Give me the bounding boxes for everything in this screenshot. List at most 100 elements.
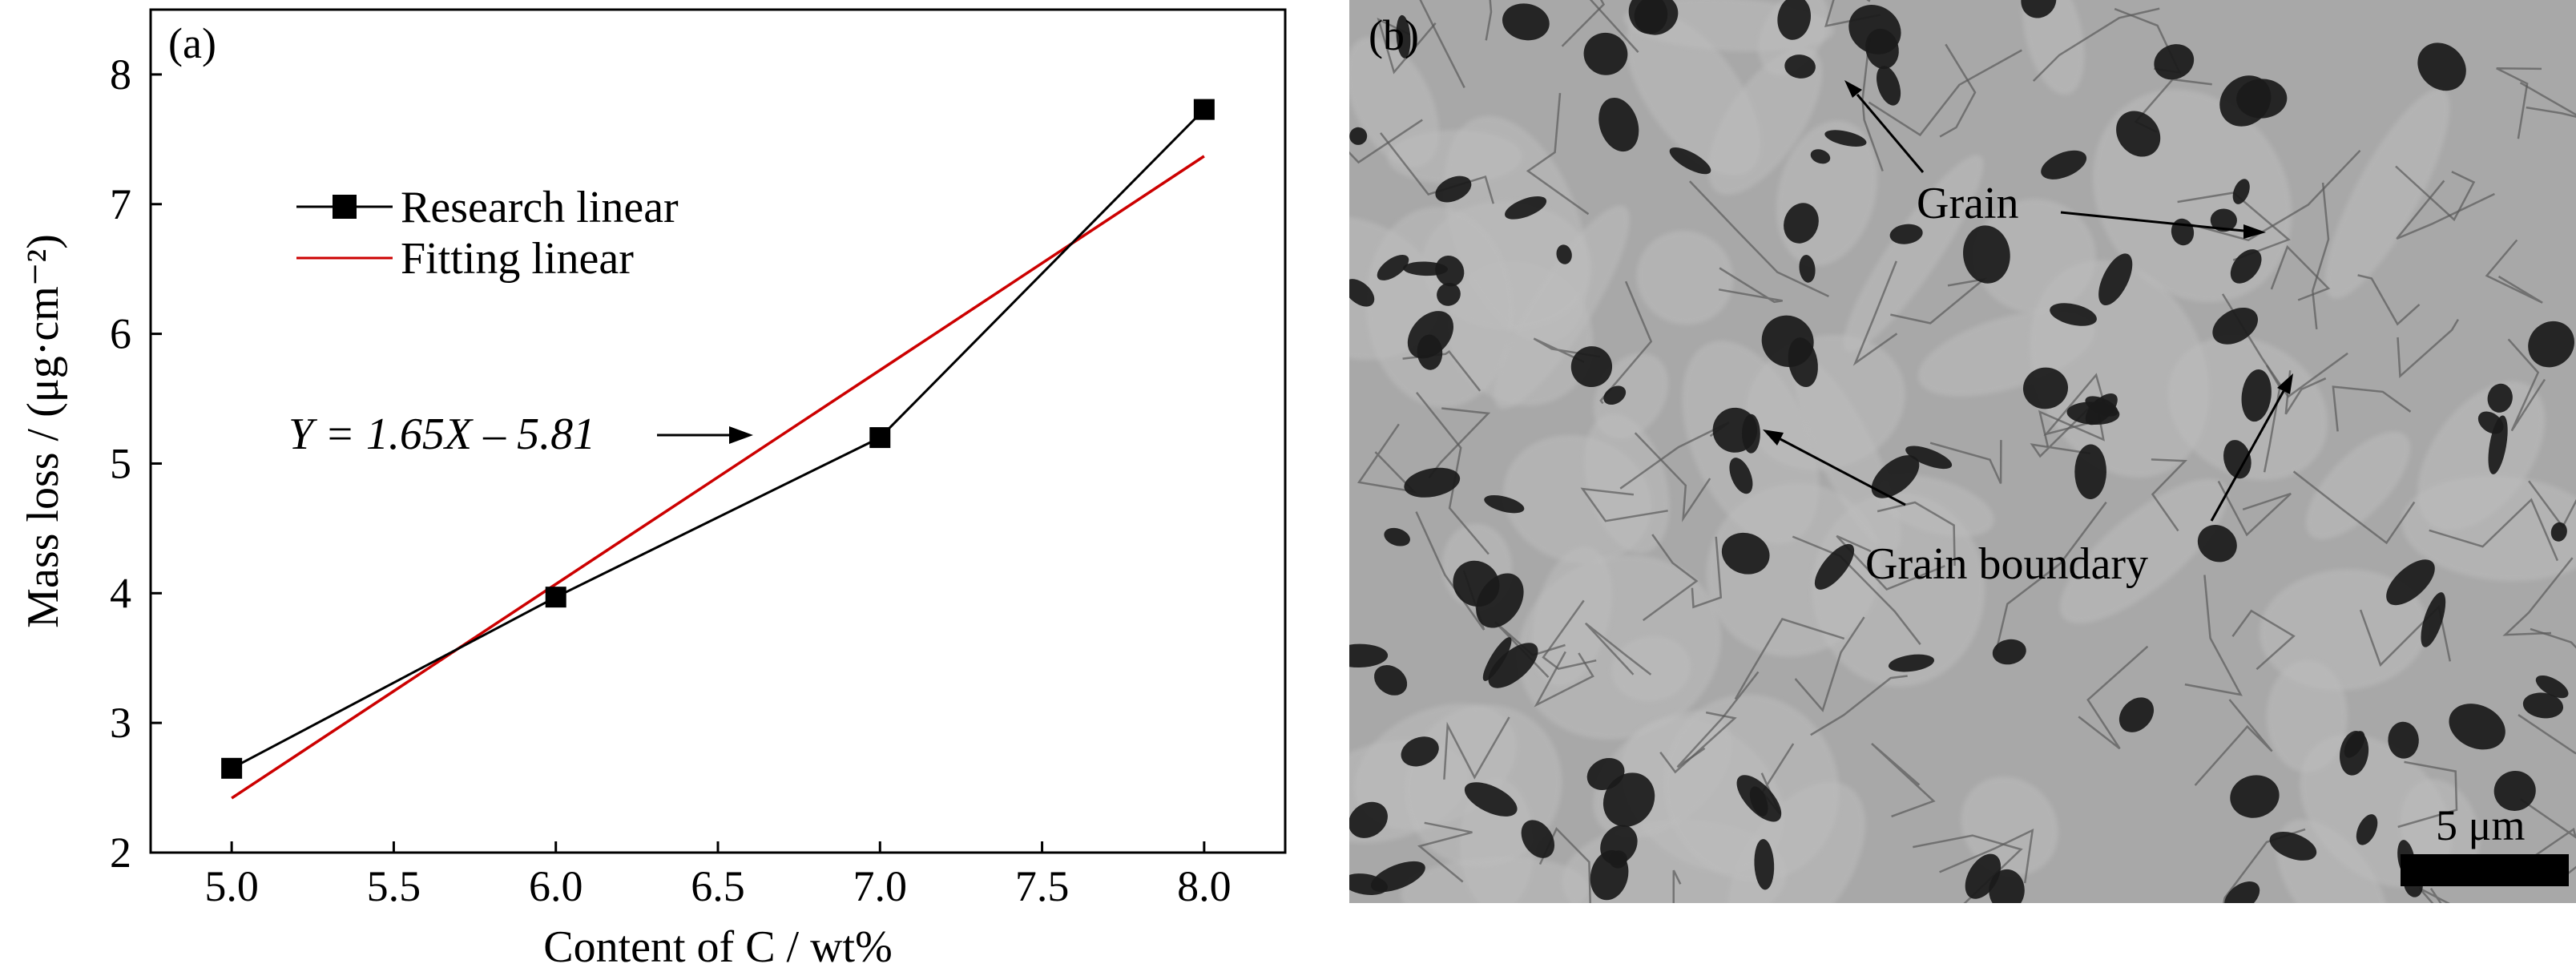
grain-boundary <box>2496 67 2542 139</box>
grain-boundary <box>1533 337 1601 364</box>
grain-arrowhead-2 <box>2243 224 2266 239</box>
pore <box>2386 559 2435 606</box>
grain-boundary <box>1485 0 1493 41</box>
pore <box>2021 0 2057 18</box>
pore <box>2488 415 2508 474</box>
pore <box>1992 639 2026 665</box>
boundary-arrowhead-1 <box>1763 430 1784 446</box>
data-point-research <box>221 757 243 779</box>
pore <box>1404 467 1461 498</box>
grain-boundary <box>1836 534 1945 591</box>
x-tick-label: 5.0 <box>204 862 259 910</box>
y-axis-title: Mass loss / (μg·cm⁻²) <box>18 234 68 628</box>
data-point-research <box>545 587 566 608</box>
grain-boundary <box>2518 714 2576 755</box>
grain-boundary <box>1890 277 1988 325</box>
pore <box>2223 440 2251 479</box>
x-tick-label: 5.5 <box>367 862 421 910</box>
grain-boundary <box>2151 458 2188 532</box>
pore <box>1502 3 1550 41</box>
pore <box>1488 643 1538 688</box>
pore <box>1963 225 2010 284</box>
grain <box>1875 474 1994 537</box>
grain-boundary <box>1861 38 1884 171</box>
grain-boundary <box>1561 0 1606 47</box>
grain-boundary <box>1659 711 1737 774</box>
grain-boundary <box>1939 43 1977 138</box>
pore <box>2232 179 2250 204</box>
pore <box>1484 495 1525 514</box>
pore <box>1749 786 1768 817</box>
grain-boundary <box>1672 869 1682 903</box>
grain-boundary <box>1810 675 1908 736</box>
series-layer <box>221 99 1215 800</box>
grain-boundary <box>2395 165 2476 222</box>
grain-boundary <box>2528 480 2576 529</box>
grain <box>1843 155 1984 353</box>
annotation-grain-boundary: Grain boundary <box>1865 539 2148 589</box>
grain-boundary <box>2397 760 2458 829</box>
pore <box>1521 820 1555 858</box>
pore <box>1435 175 1472 203</box>
grain-boundary <box>1357 423 1417 494</box>
boundary-arrow-2 <box>2210 390 2285 522</box>
grain-boundary <box>1792 535 1921 645</box>
pore <box>1464 782 1518 817</box>
fit-equation-arrowhead <box>729 426 753 444</box>
pore <box>1482 637 1512 681</box>
pore <box>1754 839 1775 890</box>
micrograph-texture <box>1349 0 2576 903</box>
pore <box>1602 772 1655 827</box>
pore <box>1505 196 1547 220</box>
grain-boundary <box>2502 557 2574 636</box>
grain-boundary <box>2032 7 2160 82</box>
grain-boundary <box>1580 487 1668 522</box>
series-line-fitting <box>231 155 1205 800</box>
x-tick-label: 8.0 <box>1177 862 1232 910</box>
grain-boundary <box>2231 609 2296 671</box>
fit-equation-text: Y = 1.65X – 5.81 <box>288 409 595 459</box>
pore <box>2230 775 2280 818</box>
data-point-research <box>869 427 891 449</box>
x-tick-label: 6.0 <box>529 862 583 910</box>
y-tick-label: 6 <box>110 310 131 358</box>
pore <box>1603 385 1627 405</box>
grain-boundary <box>2512 798 2576 872</box>
pore <box>2487 383 2513 413</box>
grain-boundary <box>1417 821 1473 883</box>
grain <box>2060 478 2228 623</box>
pore <box>2493 771 2536 811</box>
grain-boundary <box>2194 699 2273 786</box>
pore <box>2074 444 2106 499</box>
pore <box>1905 446 1953 470</box>
grain <box>1611 636 1691 702</box>
grain <box>2305 431 2411 539</box>
pore <box>1877 66 1901 106</box>
series-line-research <box>231 108 1205 770</box>
grain-boundary <box>2184 575 2243 696</box>
pore <box>1396 14 1411 58</box>
pore <box>1777 0 1811 40</box>
pore <box>2550 522 2567 542</box>
pore <box>1583 32 1628 75</box>
pore <box>1374 665 1408 696</box>
boundary-arrow-1 <box>1780 438 1906 506</box>
grain-boundary <box>1691 536 1723 609</box>
pore <box>1417 334 1443 370</box>
grain <box>1494 205 1630 409</box>
y-tick-label: 2 <box>110 829 131 877</box>
pore <box>1848 5 1901 54</box>
y-tick-label: 4 <box>110 569 131 617</box>
x-tick-label: 7.0 <box>853 862 908 910</box>
pore <box>2241 369 2272 422</box>
boundary-arrowhead-2 <box>2277 373 2293 394</box>
pore <box>1712 407 1758 453</box>
pore <box>2421 592 2446 647</box>
grain-boundary <box>2397 318 2459 379</box>
panel-a-label: (a) <box>168 19 216 67</box>
pore <box>1761 315 1814 368</box>
grain-boundary <box>1443 716 1510 780</box>
pore <box>1437 282 1461 306</box>
pore <box>2210 208 2237 232</box>
grain-boundary <box>1794 616 1865 712</box>
